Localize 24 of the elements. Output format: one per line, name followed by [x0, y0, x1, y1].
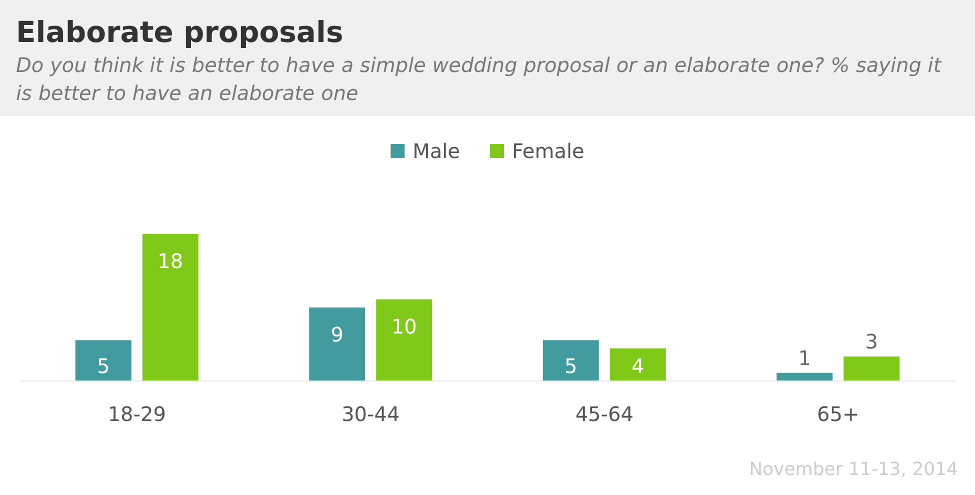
- x-tick-label: 65+: [817, 402, 860, 426]
- data-label: 3: [865, 330, 878, 354]
- x-tick-label: 30-44: [342, 402, 400, 426]
- data-label: 18: [158, 249, 184, 273]
- x-tick-label: 45-64: [575, 402, 634, 426]
- chart-title: Elaborate proposals: [16, 15, 344, 49]
- data-label: 9: [330, 322, 344, 346]
- bar: [844, 356, 900, 381]
- data-label: 1: [798, 346, 811, 370]
- bar: [610, 348, 666, 381]
- bar: [142, 234, 198, 381]
- bar: [75, 340, 132, 381]
- legend-label: Male: [412, 139, 460, 163]
- bar: [776, 372, 833, 381]
- bar: [309, 308, 366, 381]
- data-label: 4: [632, 354, 644, 378]
- bar: [542, 340, 599, 381]
- x-tick-label: 18-29: [108, 402, 166, 426]
- data-label: 5: [564, 354, 578, 378]
- bar: [376, 299, 432, 381]
- chart-subtitle: Do you think it is better to have a simple wedding proposal or an elaborate one? % saying it is better to have an elaborate one: [16, 53, 942, 105]
- data-label: 10: [391, 314, 417, 338]
- data-label: 5: [97, 354, 110, 378]
- legend-label: Female: [512, 139, 584, 163]
